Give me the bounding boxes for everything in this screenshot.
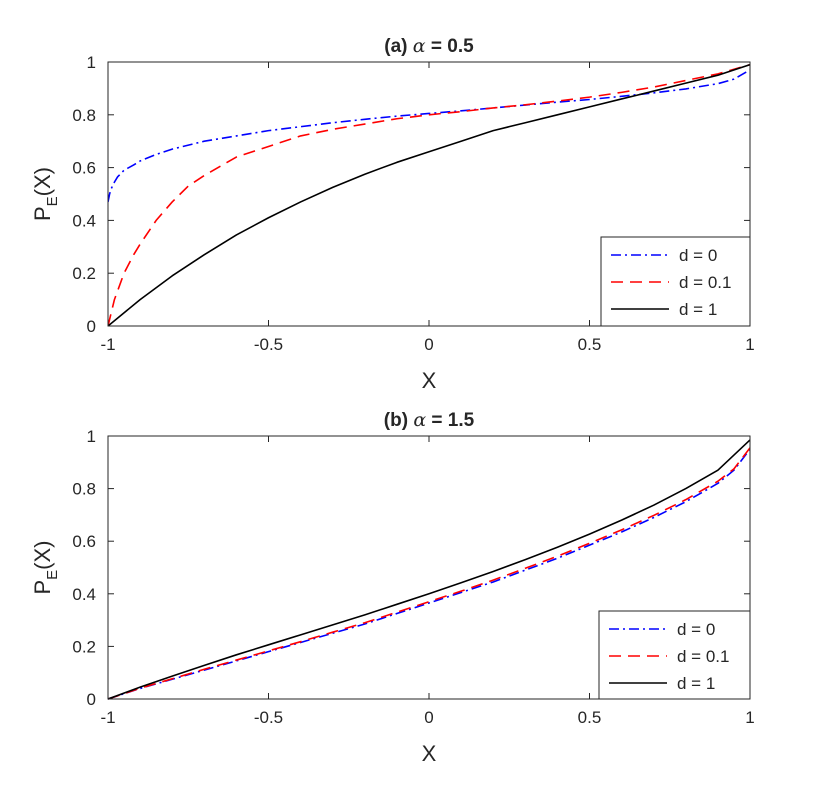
x-tick-label: 0: [424, 708, 433, 727]
chart-title-greek: α: [413, 35, 426, 57]
y-axis-label-main: P: [30, 580, 55, 595]
y-tick-label: 0.8: [72, 106, 96, 125]
x-tick-label: 1: [745, 708, 754, 727]
y-axis-label-text: PE(X): [30, 540, 61, 594]
chart-title-prefix: (a): [384, 36, 413, 57]
chart-title-suffix: = 1.5: [426, 410, 474, 431]
y-axis-label-main: P: [30, 206, 55, 221]
x-tick-label: 0: [424, 335, 433, 354]
legend: d = 0 d = 0.1 d = 1: [600, 236, 751, 327]
y-tick-label: 0.4: [72, 211, 96, 230]
y-tick-label: 0.6: [72, 159, 96, 178]
y-axis-label-sub: E: [44, 570, 61, 580]
x-axis-label: X: [422, 368, 437, 393]
x-tick-label: -1: [100, 708, 115, 727]
x-tick-label: 1: [745, 335, 754, 354]
x-axis-label: X: [422, 741, 437, 766]
legend-label-0: d = 0: [679, 246, 717, 265]
chart-title-prefix: (b): [384, 410, 414, 431]
legend-label-2: d = 1: [679, 300, 717, 319]
chart-title: (b) α = 1.5: [384, 409, 475, 431]
y-tick-label: 0: [87, 317, 96, 336]
series-line-2: [108, 63, 750, 327]
series-line-1: [108, 447, 750, 700]
y-tick-label: 0: [87, 690, 96, 709]
x-tick-label: -0.5: [254, 335, 283, 354]
chart-title: (a) α = 0.5: [384, 35, 474, 57]
legend-label-2: d = 1: [677, 674, 715, 693]
y-axis-label: PE(X): [30, 540, 61, 594]
legend-box: [600, 236, 751, 327]
y-axis-label-tail: (X): [30, 540, 55, 569]
chart-title-greek: α: [413, 409, 426, 431]
y-axis-label-text: PE(X): [30, 167, 61, 221]
y-tick-label: 0.4: [72, 585, 96, 604]
legend: d = 0 d = 0.1 d = 1: [598, 610, 751, 700]
chart-title-suffix: = 0.5: [426, 36, 474, 57]
x-tick-label: -0.5: [254, 708, 283, 727]
x-tick-label: 0.5: [578, 335, 602, 354]
y-tick-label: 1: [87, 53, 96, 72]
y-tick-label: 0.2: [72, 264, 96, 283]
legend-label-1: d = 0.1: [679, 273, 731, 292]
chart-panel-a: -1 -0.5 0 0.5 1 0 0.2 0.4 0.6 0.8 1 X PE(X) (a) α = 0…: [30, 35, 755, 393]
y-tick-label: 0.6: [72, 532, 96, 551]
chart-panel-b: -1 -0.5 0 0.5 1 0 0.2 0.4 0.6 0.8 1 X PE(X) (b) α = 1…: [30, 409, 755, 766]
legend-label-1: d = 0.1: [677, 647, 729, 666]
series-line-2: [108, 439, 750, 700]
y-axis-label: PE(X): [30, 167, 61, 221]
legend-box: [598, 610, 751, 700]
legend-label-0: d = 0: [677, 620, 715, 639]
y-tick-label: 1: [87, 427, 96, 446]
y-tick-label: 0.2: [72, 637, 96, 656]
x-tick-label: -1: [100, 335, 115, 354]
y-tick-label: 0.8: [72, 480, 96, 499]
y-axis-label-sub: E: [44, 196, 61, 206]
y-axis-label-tail: (X): [30, 167, 55, 196]
x-tick-label: 0.5: [578, 708, 602, 727]
